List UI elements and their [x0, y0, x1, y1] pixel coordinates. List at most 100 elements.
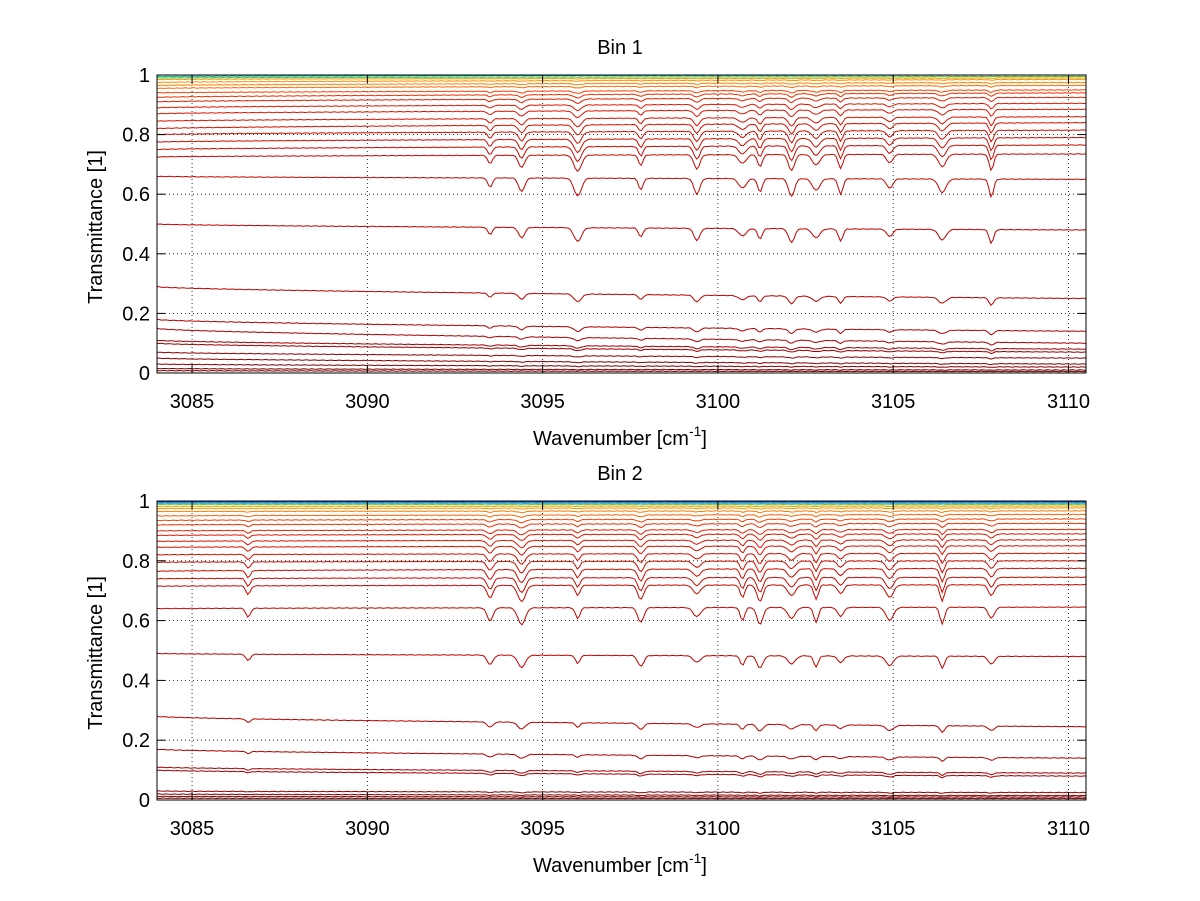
series-line — [157, 576, 1086, 594]
series-line — [157, 793, 1086, 797]
series-line — [157, 77, 1086, 81]
series-line — [157, 129, 1086, 145]
series-line — [157, 75, 1086, 79]
series-line — [157, 339, 1086, 352]
series-line — [157, 766, 1086, 777]
plot-background — [157, 501, 1086, 800]
x-axis-label-suffix: ] — [701, 855, 707, 877]
series-line — [157, 539, 1086, 549]
y-tick-label: 1 — [139, 65, 150, 87]
series-line — [157, 108, 1086, 119]
y-tick-label: 0 — [139, 363, 150, 385]
x-tick-label: 3090 — [345, 818, 390, 840]
x-tick-label: 3100 — [696, 391, 741, 413]
x-axis-label: Wavenumber [cm-1] — [533, 423, 707, 450]
y-tick-label: 0.4 — [122, 244, 150, 266]
series-line — [157, 797, 1086, 800]
series-line — [157, 144, 1086, 163]
y-tick-label: 0.2 — [122, 730, 150, 752]
x-axis-label-superscript: -1 — [689, 423, 702, 439]
series-line — [157, 367, 1086, 371]
x-axis-label-main: Wavenumber [cm — [533, 428, 689, 450]
x-tick-label: 3085 — [170, 391, 215, 413]
series-line — [157, 748, 1086, 763]
y-axis-label: Transmittance [1] — [85, 576, 107, 730]
series-line — [157, 715, 1086, 734]
chart-title: Bin 1 — [597, 37, 643, 59]
y-tick-label: 1 — [139, 491, 150, 513]
x-tick-label: 3110 — [1047, 818, 1090, 840]
x-tick-label: 3095 — [520, 391, 565, 413]
series-line — [157, 84, 1086, 90]
series-line — [157, 652, 1086, 670]
series-line — [157, 175, 1086, 199]
panel-bin-1: Bin 1 3085 3090 3095 3100 3105 3110 0 0.2 0.4 0.6… — [85, 37, 1090, 450]
series-line — [157, 318, 1086, 336]
series-line — [157, 528, 1086, 536]
series-line — [157, 92, 1086, 99]
x-axis-label-main: Wavenumber [cm — [533, 855, 689, 877]
series-line — [157, 513, 1086, 519]
x-tick-label: 3095 — [520, 818, 565, 840]
series-line — [157, 795, 1086, 798]
series-line — [157, 223, 1086, 245]
axes-box — [156, 500, 1087, 801]
y-tick-label: 0.6 — [122, 611, 150, 633]
series-line — [157, 505, 1086, 508]
series-line — [157, 567, 1086, 584]
x-tick-label: 3105 — [871, 818, 916, 840]
series-line — [157, 533, 1086, 542]
series-line — [157, 510, 1086, 514]
x-tick-label: 3085 — [170, 818, 215, 840]
series-line — [157, 502, 1086, 505]
x-axis-label: Wavenumber [cm-1] — [533, 850, 707, 877]
y-tick-label: 0.8 — [122, 125, 150, 147]
x-tick-label: 3105 — [871, 391, 916, 413]
x-axis-label-superscript: -1 — [689, 850, 702, 866]
series-line — [157, 342, 1086, 355]
series-line — [157, 78, 1086, 84]
series-line — [157, 769, 1086, 779]
series-line — [157, 507, 1086, 510]
axes-box — [156, 74, 1087, 374]
plot-area: 3085 3090 3095 3100 3105 3110 0 0.2 0.4 0.6 0.8 1 — [122, 491, 1090, 840]
series-line — [157, 583, 1086, 603]
series-line — [157, 522, 1086, 529]
series-line — [157, 552, 1086, 565]
series-line — [157, 89, 1086, 94]
series-line — [157, 102, 1086, 112]
y-axis-label: Transmittance [1] — [85, 150, 107, 304]
series-line — [157, 518, 1086, 524]
series-line — [157, 545, 1086, 556]
x-tick-label: 3090 — [345, 391, 390, 413]
y-tick-label: 0.4 — [122, 670, 150, 692]
series-line — [157, 357, 1086, 366]
series-line — [157, 606, 1086, 626]
x-axis-label-suffix: ] — [701, 428, 707, 450]
series-line — [157, 121, 1086, 136]
series-group — [157, 75, 1086, 373]
chart-title: Bin 2 — [597, 463, 643, 485]
x-tick-label: 3110 — [1047, 391, 1090, 413]
series-line — [157, 327, 1086, 346]
series-line — [157, 136, 1086, 154]
series-line — [157, 369, 1086, 373]
y-tick-label: 0.6 — [122, 184, 150, 206]
series-line — [157, 153, 1086, 173]
series-group — [157, 501, 1086, 800]
series-line — [157, 96, 1086, 105]
x-tick-label: 3100 — [696, 818, 741, 840]
series-line — [157, 363, 1086, 368]
series-line — [157, 81, 1086, 87]
series-line — [157, 503, 1086, 506]
series-line — [157, 790, 1086, 794]
series-line — [157, 560, 1086, 574]
y-tick-label: 0 — [139, 790, 150, 812]
y-tick-label: 0.8 — [122, 551, 150, 573]
series-line — [157, 351, 1086, 360]
series-line — [157, 286, 1086, 306]
y-tick-label: 0.2 — [122, 303, 150, 325]
panel-bin-2: Bin 2 3085 3090 3095 3100 3105 3110 0 0.2 0.4 0.6… — [85, 463, 1090, 877]
series-line — [157, 115, 1086, 128]
